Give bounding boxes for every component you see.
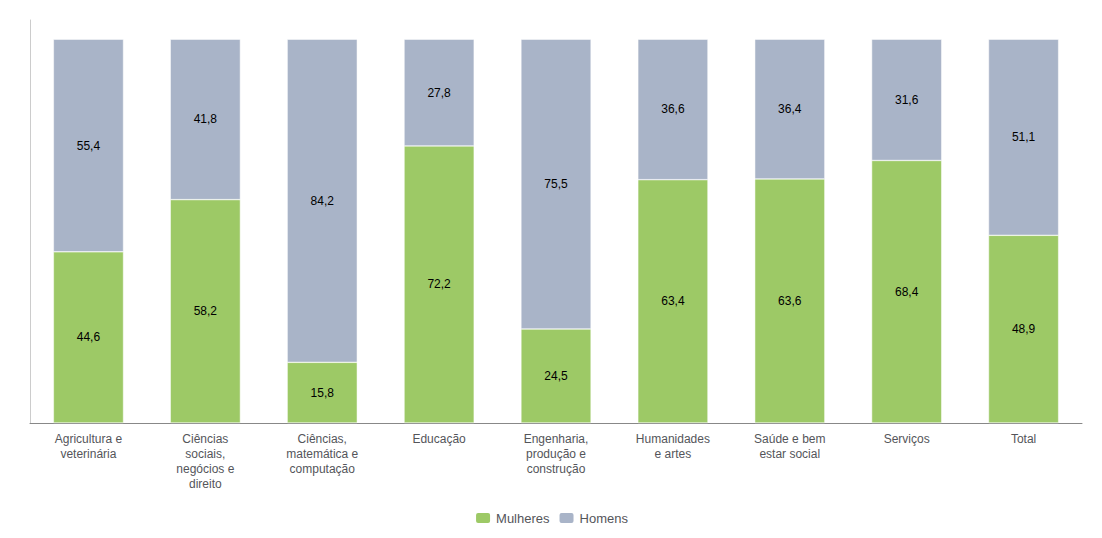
svg-text:construção: construção [527, 462, 586, 476]
svg-text:48,9: 48,9 [1012, 322, 1036, 336]
svg-text:negócios e: negócios e [176, 462, 234, 476]
svg-text:24,5: 24,5 [544, 369, 568, 383]
svg-text:Engenharia,: Engenharia, [524, 432, 589, 446]
svg-text:estar social: estar social [759, 447, 820, 461]
svg-text:Mulheres: Mulheres [496, 511, 550, 526]
svg-text:41,8: 41,8 [194, 112, 218, 126]
svg-text:produção e: produção e [526, 447, 586, 461]
svg-text:15,8: 15,8 [311, 386, 335, 400]
svg-text:Educação: Educação [412, 432, 466, 446]
svg-text:36,6: 36,6 [661, 102, 685, 116]
svg-text:51,1: 51,1 [1012, 130, 1036, 144]
svg-text:sociais,: sociais, [185, 447, 225, 461]
svg-text:63,6: 63,6 [778, 294, 802, 308]
svg-text:Agricultura e: Agricultura e [55, 432, 123, 446]
svg-text:75,5: 75,5 [544, 177, 568, 191]
svg-text:Saúde e bem: Saúde e bem [754, 432, 825, 446]
svg-text:matemática e: matemática e [286, 447, 358, 461]
svg-text:Ciências: Ciências [182, 432, 228, 446]
svg-text:direito: direito [189, 477, 222, 491]
svg-text:Total: Total [1011, 432, 1036, 446]
svg-text:63,4: 63,4 [661, 294, 685, 308]
svg-text:Serviços: Serviços [884, 432, 930, 446]
svg-text:36,4: 36,4 [778, 102, 802, 116]
svg-text:72,2: 72,2 [427, 277, 451, 291]
svg-text:68,4: 68,4 [895, 285, 919, 299]
svg-text:computação: computação [290, 462, 356, 476]
svg-text:55,4: 55,4 [77, 139, 101, 153]
svg-text:84,2: 84,2 [311, 194, 335, 208]
svg-text:veterinária: veterinária [60, 447, 116, 461]
svg-text:Humanidades: Humanidades [636, 432, 710, 446]
svg-text:27,8: 27,8 [427, 86, 451, 100]
svg-text:44,6: 44,6 [77, 330, 101, 344]
svg-text:Ciências,: Ciências, [298, 432, 347, 446]
svg-text:e artes: e artes [655, 447, 692, 461]
svg-text:Homens: Homens [580, 511, 629, 526]
svg-text:58,2: 58,2 [194, 304, 218, 318]
svg-text:31,6: 31,6 [895, 93, 919, 107]
